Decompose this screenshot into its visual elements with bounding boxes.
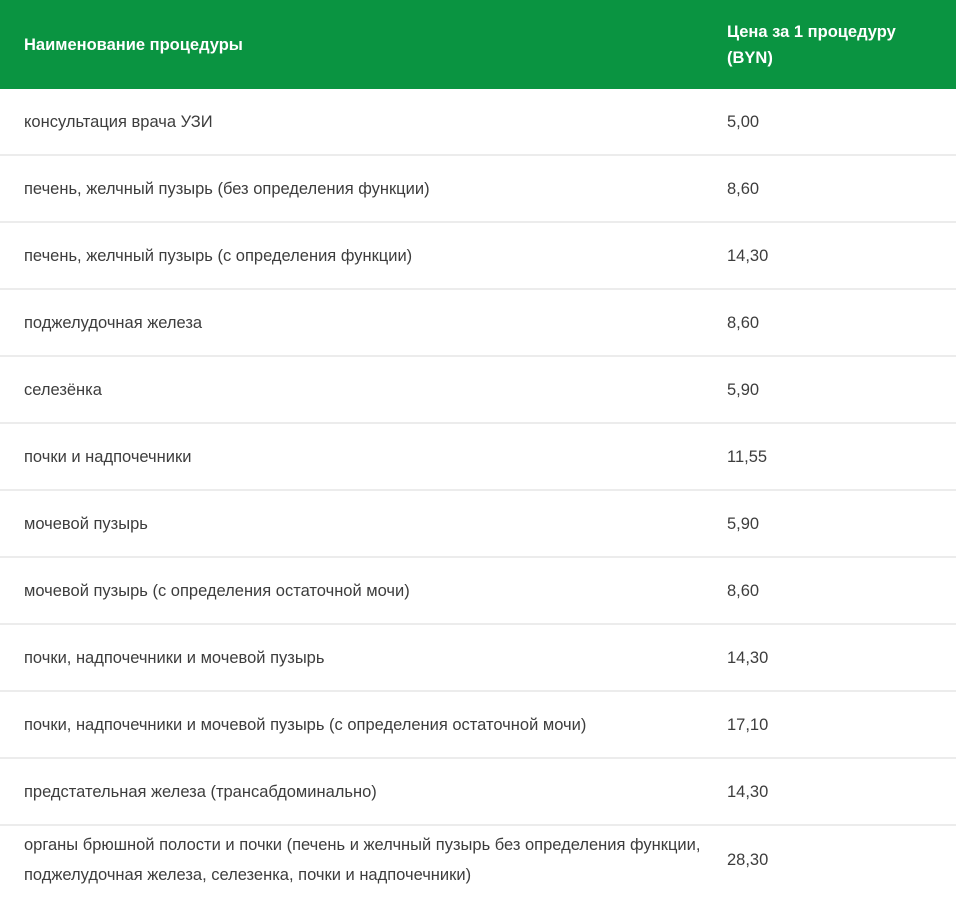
price-cell: 8,60 — [727, 313, 760, 332]
procedure-name-cell: почки и надпочечники — [24, 447, 192, 466]
table-row: поджелудочная железа 8,60 — [0, 290, 956, 357]
header-price: Цена за 1 процедуру (BYN) — [727, 22, 896, 67]
price-cell: 5,90 — [727, 380, 760, 399]
table-row: селезёнка 5,90 — [0, 357, 956, 424]
price-cell: 5,90 — [727, 514, 760, 533]
table-row: мочевой пузырь (с определения остаточной… — [0, 558, 956, 625]
table-row: почки, надпочечники и мочевой пузырь (с … — [0, 692, 956, 759]
table-row: почки, надпочечники и мочевой пузырь 14,… — [0, 625, 956, 692]
price-cell: 28,30 — [727, 850, 769, 869]
price-cell: 17,10 — [727, 715, 769, 734]
table-row: органы брюшной полости и почки (печень и… — [0, 826, 956, 893]
procedure-name-cell: мочевой пузырь — [24, 514, 148, 533]
procedure-name-cell: предстательная железа (трансабдоминально… — [24, 782, 377, 801]
table-header: Наименование процедуры Цена за 1 процеду… — [0, 0, 956, 89]
table-row: консультация врача УЗИ 5,00 — [0, 89, 956, 156]
procedure-name-cell: консультация врача УЗИ — [24, 112, 213, 131]
table-row: печень, желчный пузырь (с определения фу… — [0, 223, 956, 290]
procedure-name-cell: органы брюшной полости и почки (печень и… — [24, 835, 701, 884]
table-row: печень, желчный пузырь (без определения … — [0, 156, 956, 223]
table-row: мочевой пузырь 5,90 — [0, 491, 956, 558]
procedure-name-cell: селезёнка — [24, 380, 102, 399]
price-cell: 11,55 — [727, 447, 768, 466]
price-cell: 8,60 — [727, 179, 760, 198]
price-cell: 8,60 — [727, 581, 760, 600]
procedure-name-cell: печень, желчный пузырь (с определения фу… — [24, 246, 413, 265]
header-procedure-name: Наименование процедуры — [24, 35, 243, 54]
procedure-name-cell: мочевой пузырь (с определения остаточной… — [24, 581, 410, 600]
procedure-name-cell: поджелудочная железа — [24, 313, 203, 332]
price-cell: 5,00 — [727, 112, 760, 131]
procedure-name-cell: печень, желчный пузырь (без определения … — [24, 179, 430, 198]
procedure-name-cell: почки, надпочечники и мочевой пузырь — [24, 648, 325, 667]
price-cell: 14,30 — [727, 246, 769, 265]
price-cell: 14,30 — [727, 782, 769, 801]
table-row: почки и надпочечники 11,55 — [0, 424, 956, 491]
procedure-name-cell: почки, надпочечники и мочевой пузырь (с … — [24, 715, 587, 734]
price-cell: 14,30 — [727, 648, 769, 667]
table-row: предстательная железа (трансабдоминально… — [0, 759, 956, 826]
